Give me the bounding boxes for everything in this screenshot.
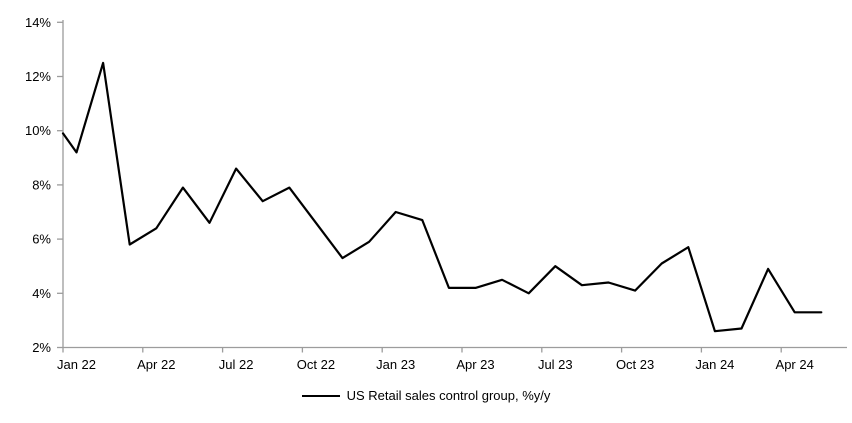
y-axis-tick-label: 6%: [32, 232, 51, 247]
legend: US Retail sales control group, %y/y: [0, 388, 852, 403]
x-axis-tick-label: Apr 24: [776, 357, 814, 372]
y-axis-tick-label: 4%: [32, 286, 51, 301]
legend-line-sample-icon: [301, 394, 340, 397]
x-axis-tick-label: Jul 22: [219, 357, 254, 372]
x-axis-tick-label: Oct 23: [616, 357, 654, 372]
y-axis-tick-label: 2%: [32, 340, 51, 355]
y-axis-tick-label: 12%: [25, 69, 51, 84]
x-axis-tick-label: Apr 23: [456, 357, 494, 372]
y-axis-tick-label: 10%: [25, 123, 51, 138]
x-axis-tick-label: Jul 23: [538, 357, 573, 372]
legend-label: US Retail sales control group, %y/y: [346, 388, 551, 403]
x-axis-tick-label: Jan 22: [57, 357, 96, 372]
x-axis-tick-label: Jan 24: [695, 357, 734, 372]
x-axis-tick-label: Apr 22: [137, 357, 175, 372]
y-axis-tick-label: 8%: [32, 177, 51, 192]
x-axis-tick-label: Oct 22: [297, 357, 335, 372]
y-axis-tick-label: 14%: [25, 15, 51, 30]
x-axis-tick-label: Jan 23: [376, 357, 415, 372]
retail-sales-series-line: [61, 61, 823, 333]
